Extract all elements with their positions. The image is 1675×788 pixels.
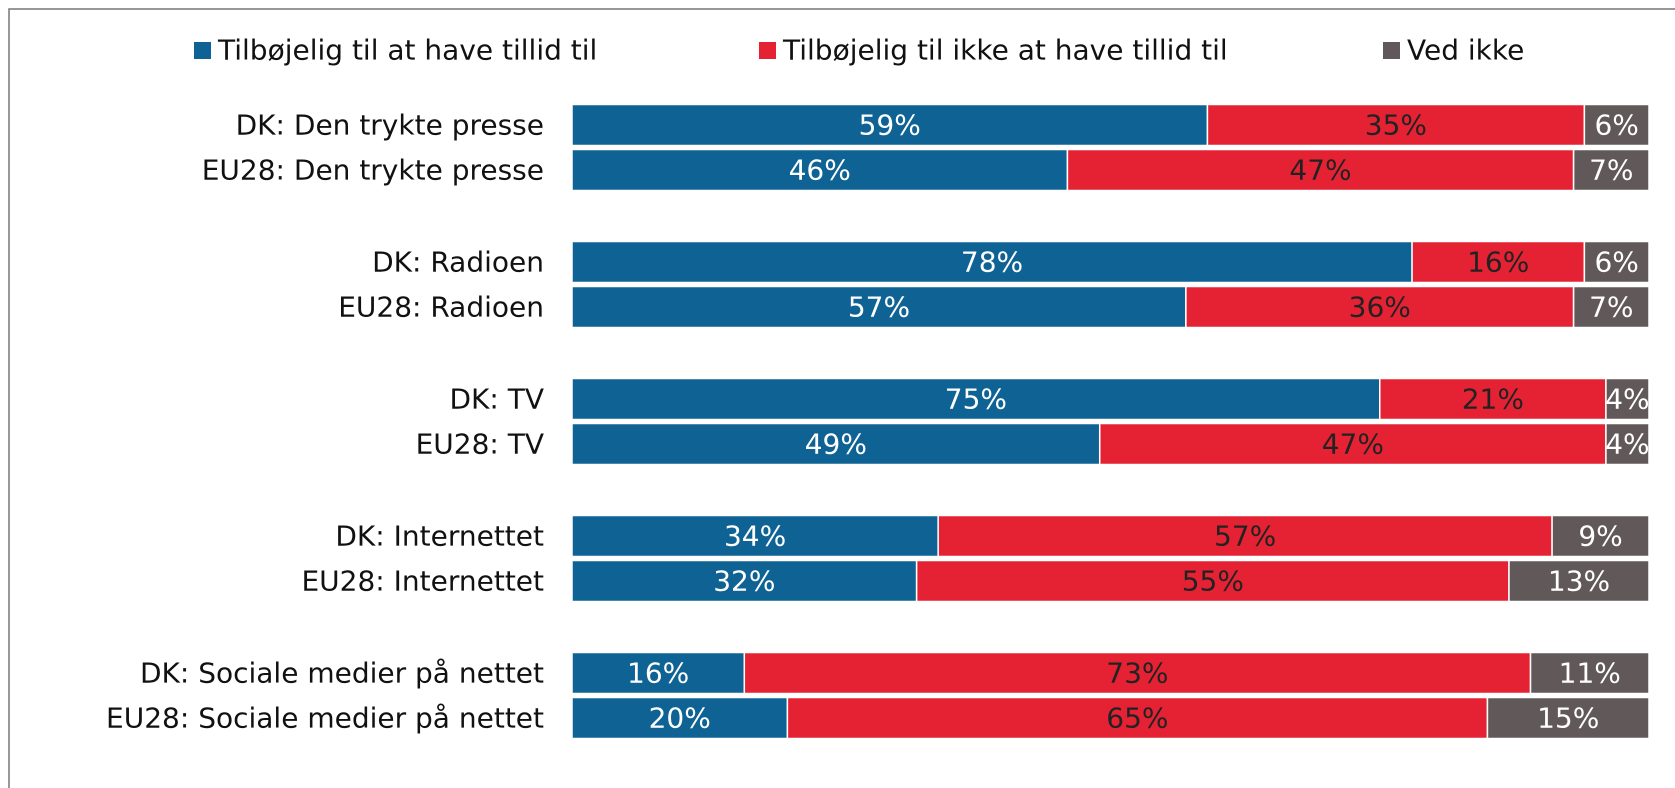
category-label: EU28: Internettet [301, 565, 544, 598]
legend-swatch [1383, 42, 1400, 59]
bar-segment [786, 696, 1489, 740]
data-label: 6% [1594, 109, 1638, 142]
bar-segment [1206, 103, 1586, 147]
data-label: 36% [1349, 291, 1411, 324]
data-label: 49% [805, 428, 867, 461]
category-label: EU28: Den trykte presse [202, 154, 544, 187]
legend-swatch [194, 42, 211, 59]
data-label: 20% [649, 702, 711, 735]
bar-segment [1508, 559, 1650, 603]
data-label: 35% [1365, 109, 1427, 142]
bar-segment [915, 559, 1510, 603]
legend-label: Tilbøjelig til at have tillid til [217, 34, 597, 67]
category-label: EU28: Radioen [338, 291, 544, 324]
bar-segment [1379, 377, 1607, 421]
data-label: 7% [1589, 154, 1633, 187]
data-label: 13% [1548, 565, 1610, 598]
category-label: DK: Den trykte presse [236, 109, 544, 142]
category-label: DK: Sociale medier på nettet [140, 657, 544, 690]
data-label: 15% [1537, 702, 1599, 735]
data-label: 59% [859, 109, 921, 142]
data-label: 32% [713, 565, 775, 598]
data-label: 4% [1605, 383, 1649, 416]
bar-segment [1605, 377, 1650, 421]
bar-segment [937, 514, 1553, 558]
bar-segment [571, 696, 789, 740]
data-label: 78% [961, 246, 1023, 279]
bar-segment [1486, 696, 1650, 740]
bar-segment [743, 651, 1532, 695]
data-label: 21% [1462, 383, 1524, 416]
bar-segment [1583, 240, 1650, 284]
data-label: 34% [724, 520, 786, 553]
data-label: 46% [789, 154, 851, 187]
data-label: 11% [1559, 657, 1621, 690]
bar-segment [1185, 285, 1575, 329]
bar-segment [1583, 103, 1650, 147]
bar-segment [1572, 148, 1650, 192]
data-label: 16% [1467, 246, 1529, 279]
category-label: DK: Internettet [335, 520, 544, 553]
bar-segment [1098, 422, 1607, 466]
data-label: 47% [1289, 154, 1351, 187]
data-label: 9% [1578, 520, 1622, 553]
data-label: 6% [1594, 246, 1638, 279]
frame [8, 8, 1675, 788]
bar-segment [1572, 285, 1650, 329]
legend-label: Ved ikke [1407, 34, 1524, 67]
bar-segment [571, 377, 1381, 421]
bar-segment [571, 422, 1101, 466]
category-label: DK: Radioen [372, 246, 544, 279]
bar-segment [571, 514, 939, 558]
data-label: 75% [945, 383, 1007, 416]
data-label: 57% [848, 291, 910, 324]
legend-label: Tilbøjelig til ikke at have tillid til [782, 34, 1228, 67]
data-label: 65% [1106, 702, 1168, 735]
data-label: 57% [1214, 520, 1276, 553]
data-label: 73% [1106, 657, 1168, 690]
category-label: EU28: TV [416, 428, 544, 461]
data-label: 55% [1182, 565, 1244, 598]
bar-segment [571, 285, 1187, 329]
bar-segment [1529, 651, 1650, 695]
data-label: 7% [1589, 291, 1633, 324]
category-label: DK: TV [449, 383, 544, 416]
data-label: 47% [1322, 428, 1384, 461]
legend-swatch [759, 42, 776, 59]
category-label: EU28: Sociale medier på nettet [106, 702, 544, 735]
data-label: 4% [1605, 428, 1649, 461]
data-label: 16% [627, 657, 689, 690]
bar-segment [1605, 422, 1650, 466]
bar-segment [1551, 514, 1650, 558]
